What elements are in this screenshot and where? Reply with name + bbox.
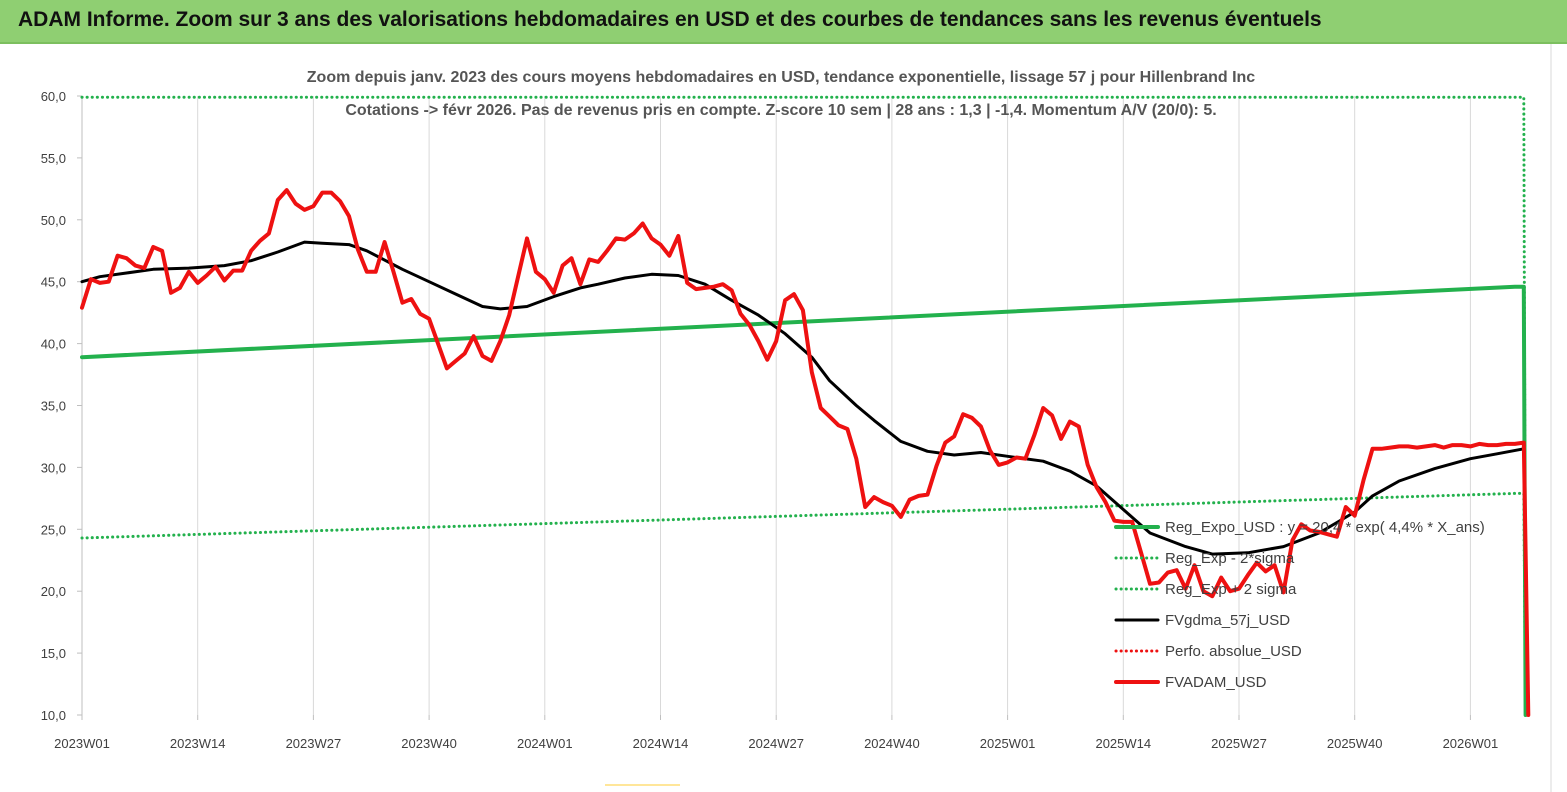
legend-label: FVADAM_USD (1165, 674, 1267, 691)
legend-label: Perfo. absolue_USD (1165, 643, 1302, 660)
legend-label: FVgdma_57j_USD (1165, 612, 1290, 629)
y-tick-label: 40,0 (41, 337, 66, 352)
legend-label: Reg_Exp - 2*sigma (1165, 550, 1295, 567)
x-tick-label: 2023W40 (401, 736, 457, 751)
series-line-1 (80, 491, 1528, 717)
chart-background (0, 44, 1567, 792)
y-tick-label: 25,0 (41, 522, 66, 537)
report-header: ADAM Informe. Zoom sur 3 ans des valoris… (0, 0, 1567, 44)
series-line-5 (80, 188, 1531, 717)
x-tick-label: 2025W27 (1211, 736, 1267, 751)
x-axis-ticks: 2023W01 2023W14 2023W27 2023W40 2024W01 2024W… (54, 715, 1498, 751)
x-tick-label: 2024W14 (633, 736, 689, 751)
x-tick-label: 2025W40 (1327, 736, 1383, 751)
x-tick-label: 2024W01 (517, 736, 573, 751)
x-tick-label: 2023W01 (54, 736, 110, 751)
y-axis-ticks: 10,0 15,0 20,0 25,0 30,0 35,0 40,0 45,0 50,0 55,0… (41, 89, 82, 723)
legend: Reg_Expo_USD : y = 20,4 * exp( 4,4% * X_… (1114, 519, 1485, 691)
y-tick-label: 60,0 (41, 89, 66, 104)
y-tick-label: 15,0 (41, 646, 66, 661)
plot-title-line2: Cotations -> févr 2026. Pas de revenus p… (345, 102, 1216, 119)
x-tick-label: 2023W14 (170, 736, 226, 751)
x-tick-label: 2024W27 (748, 736, 804, 751)
x-tick-label: 2026W01 (1443, 736, 1499, 751)
legend-label: Reg_Exp + 2 sigma (1165, 581, 1297, 598)
grid-lines (197, 96, 1471, 715)
y-tick-label: 45,0 (41, 275, 66, 290)
series-line-2 (80, 95, 1528, 717)
series-layer (80, 95, 1531, 717)
report-title: ADAM Informe. Zoom sur 3 ans des valoris… (18, 8, 1322, 31)
y-tick-label: 35,0 (41, 399, 66, 414)
legend-label: Reg_Expo_USD : y = 20,4 * exp( 4,4% * X_… (1165, 519, 1485, 536)
y-tick-label: 20,0 (41, 584, 66, 599)
x-tick-label: 2025W14 (1095, 736, 1151, 751)
y-tick-label: 30,0 (41, 460, 66, 475)
y-tick-label: 50,0 (41, 213, 66, 228)
x-tick-label: 2023W27 (286, 736, 342, 751)
series-line-3 (80, 240, 1526, 556)
x-tick-label: 2025W01 (980, 736, 1036, 751)
plot-title-line1: Zoom depuis janv. 2023 des cours moyens … (307, 69, 1256, 86)
y-tick-label: 10,0 (41, 708, 66, 723)
x-tick-label: 2024W40 (864, 736, 920, 751)
y-tick-label: 55,0 (41, 151, 66, 166)
